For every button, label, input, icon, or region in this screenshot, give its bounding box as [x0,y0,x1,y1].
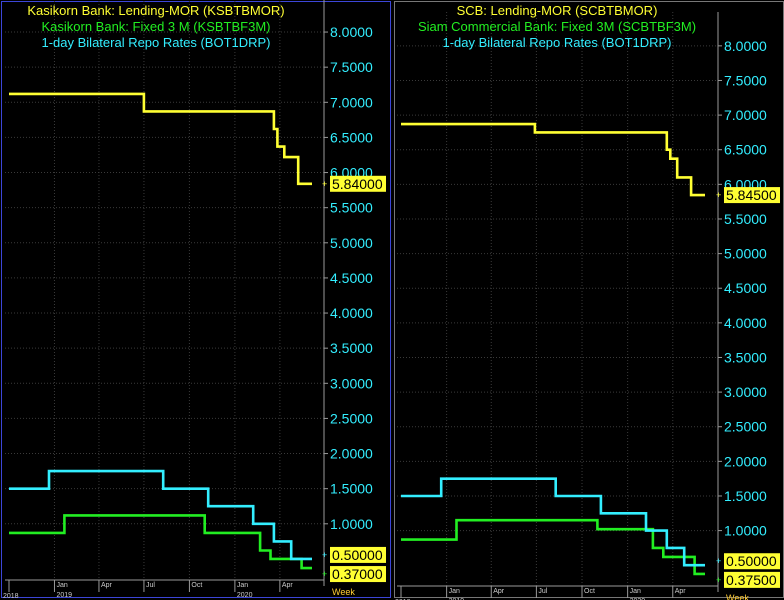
last-value-labels: +5.84500 + 0.37500 + 0.50000 [716,187,780,588]
y-tick-label: 1.0000 [330,516,373,532]
last-value-label: 0.37500 [726,572,777,588]
y-tick-label: 5.5000 [724,211,767,227]
last-value-marker: + [716,575,721,585]
y-tick-label: 7.5000 [724,72,767,88]
last-value-marker: + [322,179,327,189]
x-tick-label: Apr [493,588,505,595]
last-value-box [330,546,386,563]
y-tick-label: 2.0000 [724,453,767,469]
x-tick-label: Apr [282,582,294,589]
frequency-label: Week [332,587,355,597]
series-line-repo [401,477,705,567]
gridlines [5,0,324,580]
last-value-labels: +5.84000 + 0.37000 + 0.50000 [322,175,386,583]
y-tick-label: 4.0000 [330,305,373,321]
x-year-label: 2019 [56,592,72,599]
y-tick-label: 1.0000 [724,523,767,539]
legend-entry-fixed: Kasikorn Bank: Fixed 3 M (KSBTBF3M) [41,19,271,34]
y-tick-label: 7.0000 [724,107,767,123]
x-tick-label: Jan [630,588,641,595]
y-tick-label: 4.5000 [330,270,373,286]
last-value-box [724,571,780,588]
y-tick-label: 7.5000 [330,59,373,75]
chart-legend: SCB: Lending-MOR (SCBTBMOR) Siam Commerc… [398,3,716,51]
y-tick-label: 6.5000 [330,129,373,145]
last-value-label: 5.84500 [726,187,777,203]
x-axis: 2018 Jan Apr Jul Oct Jan Apr 2019 2020 Week [3,579,355,600]
rate-chart-kasikorn: 8.00007.50007.00006.50006.00005.50005.00… [3,0,386,600]
legend-entry-repo: 1-day Bilateral Repo Rates (BOT1DRP) [442,35,672,50]
x-tick-label: 2018 [3,593,19,600]
y-tick-label: 8.0000 [724,38,767,54]
y-tick-label: 3.0000 [330,375,373,391]
y-axis: 8.00007.50007.00006.50006.00005.50005.00… [717,12,767,592]
x-tick-label: Apr [101,582,113,589]
chart-legend: Kasikorn Bank: Lending-MOR (KSBTBMOR) Ka… [6,3,306,51]
last-value-marker: + [322,550,327,560]
y-tick-label: 1.5000 [330,481,373,497]
y-tick-label: 2.5000 [724,419,767,435]
last-value-marker: + [716,190,721,200]
gridlines [397,12,718,586]
y-tick-label: 3.0000 [724,384,767,400]
y-tick-label: 4.5000 [724,280,767,296]
frequency-label: Week [726,593,749,600]
y-tick-label: 7.0000 [330,94,373,110]
series-line-lending [9,92,312,186]
x-year-label: 2020 [237,592,253,599]
last-value-box [724,553,780,570]
last-value-label: 0.50000 [726,553,777,569]
y-tick-label: 5.5000 [330,200,373,216]
x-year-label: 2019 [449,598,465,600]
x-tick-label: Jul [538,588,547,595]
y-tick-label: 3.5000 [330,340,373,356]
last-value-label: 5.84000 [332,176,383,192]
y-tick-label: 3.5000 [724,349,767,365]
series-line-repo [9,469,312,561]
y-axis: 8.00007.50007.00006.50006.00005.50005.00… [323,0,373,586]
y-tick-label: 8.0000 [330,24,373,40]
legend-entry-lending: Kasikorn Bank: Lending-MOR (KSBTBMOR) [27,3,285,18]
chart-panel-kasikorn[interactable]: 8.0000 7.5000 7.0000 6.5000 6.0000 5.5000 5.00… [0,0,392,600]
x-year-label: 2020 [630,598,646,600]
series-line-fixed [401,518,705,576]
x-tick-label: Jan [56,582,67,589]
x-tick-label: Jul [146,582,155,589]
last-value-marker: + [322,569,327,579]
y-tick-label: 2.5000 [330,410,373,426]
rate-chart-scb: 8.00007.50007.00006.50006.00005.50005.00… [395,12,780,600]
x-tick-label: Oct [584,588,595,595]
x-tick-label: Oct [191,582,202,589]
series-line-lending [401,122,705,197]
last-value-box [724,187,780,204]
last-value-box [330,566,386,583]
legend-entry-lending: SCB: Lending-MOR (SCBTBMOR) [456,3,658,18]
last-value-marker: + [716,556,721,566]
x-tick-label: Apr [675,588,687,595]
last-value-label: 0.37000 [332,566,383,582]
x-tick-label: Jan [449,588,460,595]
legend-entry-repo: 1-day Bilateral Repo Rates (BOT1DRP) [41,35,271,50]
y-tick-label: 1.5000 [724,488,767,504]
y-tick-label: 6.5000 [724,142,767,158]
legend-entry-fixed: Siam Commercial Bank: Fixed 3M (SCBTBF3M… [417,19,697,34]
last-value-box [330,175,386,192]
y-tick-label: 5.0000 [724,246,767,262]
chart-panel-scb[interactable]: 8.0000 7.5000 7.0000 6.5000 6.0000 5.5000 5.00… [394,0,784,600]
y-tick-label: 5.0000 [330,235,373,251]
x-tick-label: Jan [237,582,248,589]
y-tick-label: 4.0000 [724,315,767,331]
chart-frame [1,1,391,598]
last-value-label: 0.50000 [332,547,383,563]
y-tick-label: 2.0000 [330,446,373,462]
